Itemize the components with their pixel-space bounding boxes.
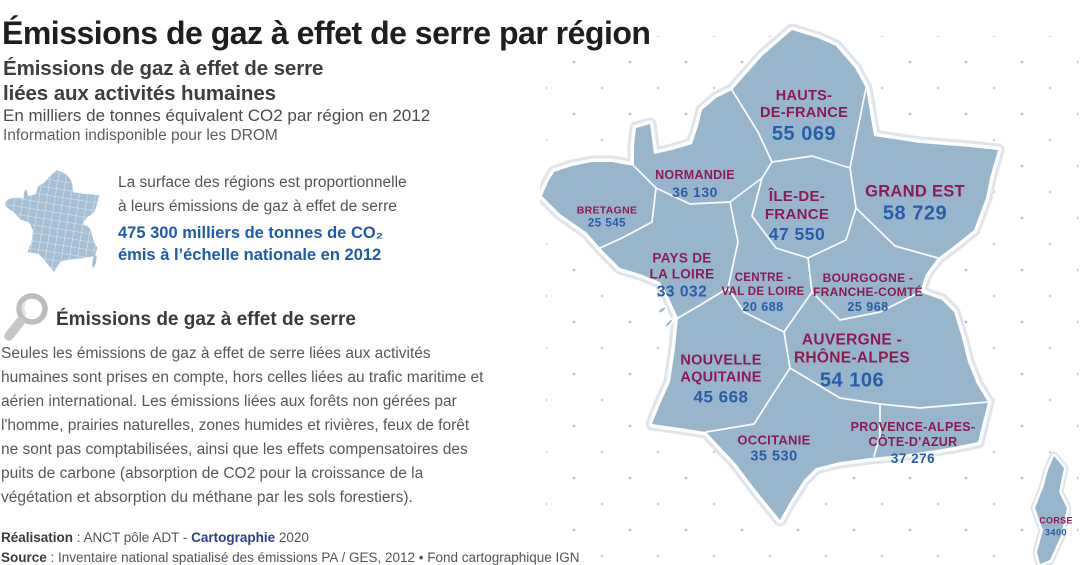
source-label: Source [1,550,47,565]
source-line: Source : Inventaire national spatialisé … [1,550,580,565]
region-name: PAYS DE LA LOIRE [649,250,715,282]
region-borders [599,87,989,457]
region-name: CORSE [1039,515,1073,526]
region-name: BOURGOGNE - FRANCHE-COMTÉ [813,271,923,300]
proportional-note: La surface des régions est proportionnel… [118,174,407,215]
definition-heading: Émissions de gaz à effet de serre [56,309,356,330]
region-value: 25 968 [847,300,889,315]
region-name: NOUVELLE AQUITAINE [680,352,762,386]
region-value: 37 276 [890,450,936,466]
region-value: 35 530 [750,448,798,465]
realisation-label: Réalisation [1,530,74,545]
region-label-occitanie: OCCITANIE 35 530 [737,433,810,466]
region-label-ile-de-france: ÎLE-DE- FRANCE 47 550 [765,188,829,245]
region-name: PROVENCE-ALPES- CÔTE-D'AZUR [850,419,976,449]
region-label-hauts-de-france: HAUTS- DE-FRANCE 55 069 [760,88,848,146]
corsica-fill [1035,456,1067,564]
region-label-centre-val-de-loire: CENTRE - VAL DE LOIRE 20 688 [721,272,804,315]
region-label-bretagne: BRETAGNE 25 545 [577,205,638,232]
region-label-nouvelle-aquitaine: NOUVELLE AQUITAINE 45 668 [680,353,761,408]
france-map-icon [4,170,100,273]
cartographie-label: Cartographie [191,530,276,545]
region-value: 36 130 [672,183,718,200]
mainland-fill [542,30,998,520]
region-value: 25 545 [587,218,627,231]
region-name: CENTRE - VAL DE LOIRE [721,271,805,298]
page-title: Émissions de gaz à effet de serre par ré… [2,15,651,52]
region-label-bourgogne-franche-comte: BOURGOGNE - FRANCHE-COMTÉ 25 968 [813,271,923,315]
region-label-normandie: NORMANDIE 36 130 [655,168,735,200]
corsica-mini [92,253,97,269]
region-name: AUVERGNE - RHÔNE-ALPES [793,331,911,367]
island-icon [656,305,668,315]
drom-note: Information indisponible pour les DROM [3,127,278,144]
region-name: GRAND EST [865,182,965,201]
subtitle: Émissions de gaz à effet de serre liées … [3,57,324,105]
region-label-pays-de-la-loire: PAYS DE LA LOIRE 33 032 [650,251,715,302]
region-name: ÎLE-DE- FRANCE [764,187,830,223]
realisation-line: Réalisation : ANCT pôle ADT - Cartograph… [1,530,309,545]
region-value: 3400 [1044,527,1068,538]
region-name: NORMANDIE [655,168,735,183]
region-label-corse: CORSE 3400 [1039,515,1073,538]
region-value: 33 032 [656,283,708,301]
region-label-grand-est: GRAND EST 58 729 [865,182,965,225]
island-icon [663,317,675,329]
definition-body: Seules les émissions de gaz à effet de s… [1,345,484,506]
region-value: 45 668 [693,387,749,407]
region-name: BRETAGNE [576,204,638,217]
region-value: 54 106 [819,369,885,392]
magnifier-icon [4,293,48,341]
cartogram-map: HAUTS- DE-FRANCE 55 069 NORMANDIE 36 130… [540,0,1080,565]
france-cartogram-svg [540,23,1072,565]
region-label-provence-alpes-cote-dazur: PROVENCE-ALPES- CÔTE-D'AZUR 37 276 [851,420,976,466]
region-value: 58 729 [882,202,948,225]
region-name: OCCITANIE [737,432,811,448]
region-value: 55 069 [771,123,837,146]
unit-line: En milliers de tonnes équivalent CO2 par… [3,106,431,125]
region-value: 20 688 [742,299,784,314]
region-name: HAUTS- DE-FRANCE [759,87,849,121]
national-total: 475 300 milliers de tonnes de CO₂ émis à… [118,224,384,265]
region-value: 47 550 [768,224,826,245]
region-label-auvergne-rhone-alpes: AUVERGNE - RHÔNE-ALPES 54 106 [794,332,910,393]
credits-footer: Réalisation : ANCT pôle ADT - Cartograph… [1,528,580,565]
